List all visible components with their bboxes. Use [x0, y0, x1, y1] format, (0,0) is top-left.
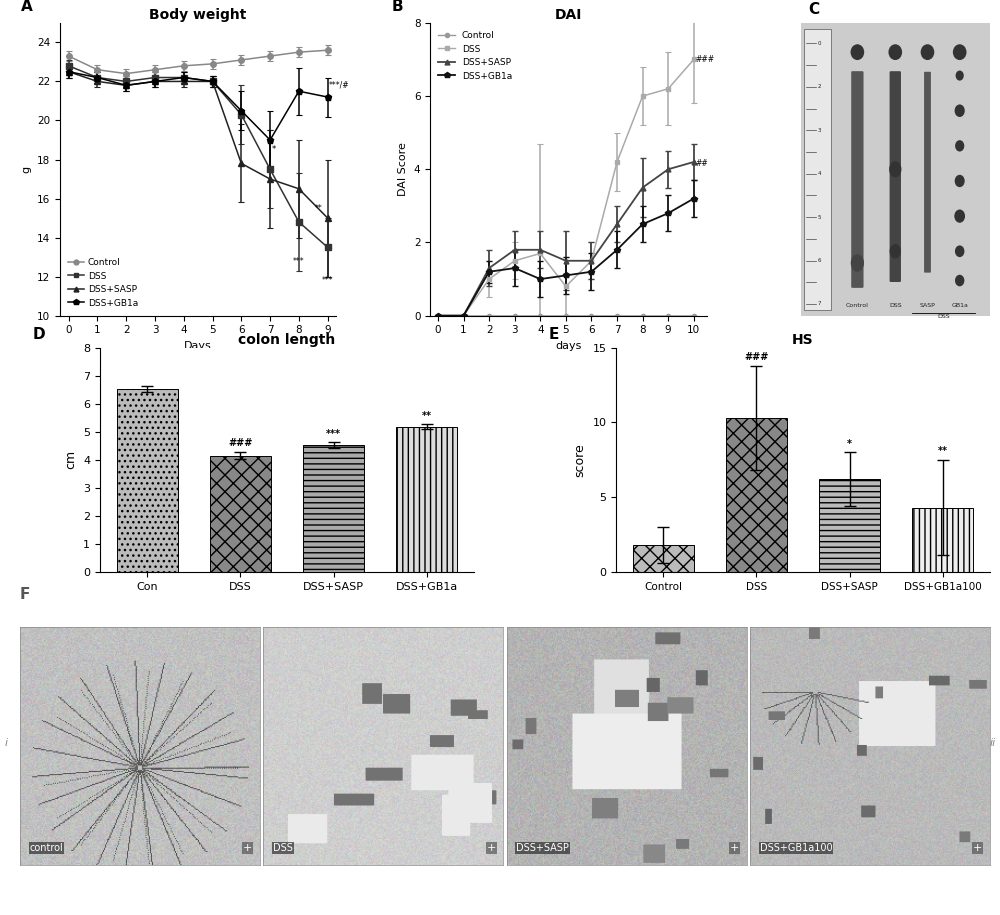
- Bar: [633, 545, 694, 572]
- Text: ###: ###: [696, 55, 715, 64]
- Ellipse shape: [955, 104, 965, 117]
- Text: +: +: [730, 843, 739, 853]
- FancyBboxPatch shape: [851, 71, 864, 288]
- Text: ***/#: ***/#: [329, 81, 350, 90]
- Legend: Control, DSS, DSS+SASP, DSS+GB1a: Control, DSS, DSS+SASP, DSS+GB1a: [435, 27, 516, 84]
- Ellipse shape: [851, 44, 864, 60]
- Text: ***: ***: [326, 429, 341, 439]
- Text: ###: ###: [228, 438, 253, 448]
- Y-axis label: score: score: [574, 443, 587, 477]
- X-axis label: days: days: [555, 341, 582, 351]
- Text: DSS: DSS: [937, 314, 950, 319]
- Text: ***: ***: [293, 256, 305, 265]
- Text: C: C: [808, 2, 819, 17]
- Text: +: +: [486, 843, 496, 853]
- Text: GB1a: GB1a: [951, 304, 968, 308]
- Text: ii: ii: [990, 737, 996, 748]
- Text: control: control: [30, 843, 63, 853]
- Bar: [726, 418, 787, 572]
- Ellipse shape: [953, 44, 967, 60]
- FancyBboxPatch shape: [924, 71, 931, 273]
- FancyBboxPatch shape: [890, 71, 901, 282]
- Ellipse shape: [851, 254, 864, 272]
- Text: F: F: [20, 587, 30, 602]
- Text: DSS+GB1a100: DSS+GB1a100: [760, 843, 832, 853]
- Text: SASP: SASP: [920, 304, 935, 308]
- Bar: [912, 508, 973, 572]
- Ellipse shape: [955, 140, 964, 152]
- Text: A: A: [21, 0, 33, 14]
- Text: DSS+SASP: DSS+SASP: [516, 843, 569, 853]
- Ellipse shape: [955, 175, 965, 188]
- Bar: [819, 479, 880, 572]
- Text: **: **: [422, 411, 432, 421]
- Title: colon length: colon length: [238, 332, 336, 347]
- FancyBboxPatch shape: [801, 23, 990, 316]
- Text: 5: 5: [818, 215, 821, 220]
- Text: **: **: [315, 204, 322, 213]
- Ellipse shape: [956, 70, 964, 81]
- Ellipse shape: [955, 274, 964, 286]
- Text: ***: ***: [322, 276, 333, 285]
- Bar: [303, 446, 364, 572]
- Bar: [210, 456, 271, 572]
- Y-axis label: cm: cm: [65, 450, 78, 469]
- Text: E: E: [549, 327, 559, 341]
- Text: ###: ###: [744, 352, 769, 362]
- Ellipse shape: [955, 245, 964, 257]
- Text: Control: Control: [846, 304, 869, 308]
- Ellipse shape: [889, 161, 901, 178]
- Text: *: *: [847, 438, 852, 448]
- Text: 0: 0: [818, 41, 821, 46]
- Bar: [117, 389, 178, 572]
- Ellipse shape: [888, 44, 902, 60]
- Text: 6: 6: [818, 258, 821, 263]
- Legend: Control, DSS, DSS+SASP, DSS+GB1a: Control, DSS, DSS+SASP, DSS+GB1a: [65, 254, 142, 311]
- Text: 7: 7: [818, 301, 821, 307]
- Text: +: +: [243, 843, 252, 853]
- Title: DAI: DAI: [555, 7, 582, 22]
- Y-axis label: DAI Score: DAI Score: [398, 143, 408, 196]
- Text: DSS: DSS: [273, 843, 293, 853]
- Text: +: +: [973, 843, 983, 853]
- Text: 4: 4: [818, 171, 821, 177]
- Title: Body weight: Body weight: [149, 7, 247, 22]
- Bar: [396, 426, 457, 572]
- Title: HS: HS: [792, 332, 814, 347]
- Text: ##: ##: [696, 159, 709, 168]
- Text: D: D: [33, 327, 45, 341]
- Y-axis label: g: g: [21, 166, 31, 173]
- Ellipse shape: [921, 44, 934, 60]
- Text: 3: 3: [818, 128, 821, 133]
- Ellipse shape: [890, 244, 901, 259]
- Text: **: **: [938, 446, 948, 456]
- Text: 2: 2: [818, 84, 821, 90]
- Bar: [804, 28, 831, 310]
- Text: *: *: [272, 145, 276, 155]
- Text: B: B: [392, 0, 403, 14]
- X-axis label: Days: Days: [184, 341, 212, 351]
- Text: i: i: [5, 737, 8, 748]
- Ellipse shape: [954, 210, 965, 222]
- Text: DSS: DSS: [889, 304, 902, 308]
